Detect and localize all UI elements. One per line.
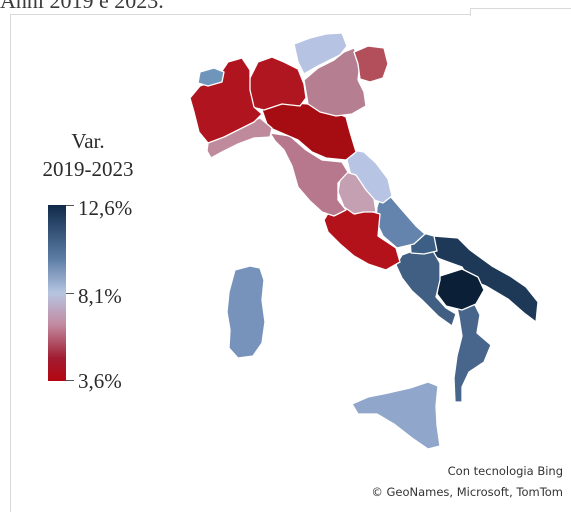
legend-mid-label: 8,1% <box>78 284 122 308</box>
legend-min-label: 3,6% <box>78 369 122 393</box>
legend-max-label: 12,6% <box>78 196 133 220</box>
region-puglia[interactable] <box>431 235 539 323</box>
region-friuli-venezia-giulia[interactable] <box>353 45 389 83</box>
credit-copyright: © GeoNames, Microsoft, TomTom <box>371 485 563 499</box>
region-basilicata[interactable] <box>436 268 485 311</box>
region-umbria[interactable] <box>337 171 377 215</box>
legend-title-line1: Var. <box>71 129 105 153</box>
region-campania[interactable] <box>395 248 457 327</box>
region-sicilia[interactable] <box>351 381 441 450</box>
legend-color-scale <box>48 205 66 381</box>
region-calabria[interactable] <box>453 302 492 403</box>
legend-title-line2: 2019-2023 <box>42 157 134 181</box>
region-valle-daosta[interactable] <box>197 67 225 87</box>
page-title-fragment: Anni 2019 e 2023. <box>0 0 164 13</box>
regions-layer <box>189 32 539 450</box>
region-veneto[interactable] <box>303 47 367 117</box>
region-toscana[interactable] <box>269 132 349 217</box>
frame-tab <box>470 8 571 16</box>
region-sardegna[interactable] <box>226 265 266 359</box>
region-lombardia[interactable] <box>247 56 307 111</box>
credit-bing: Con tecnologia Bing <box>447 464 563 478</box>
region-piemonte[interactable] <box>189 57 263 144</box>
